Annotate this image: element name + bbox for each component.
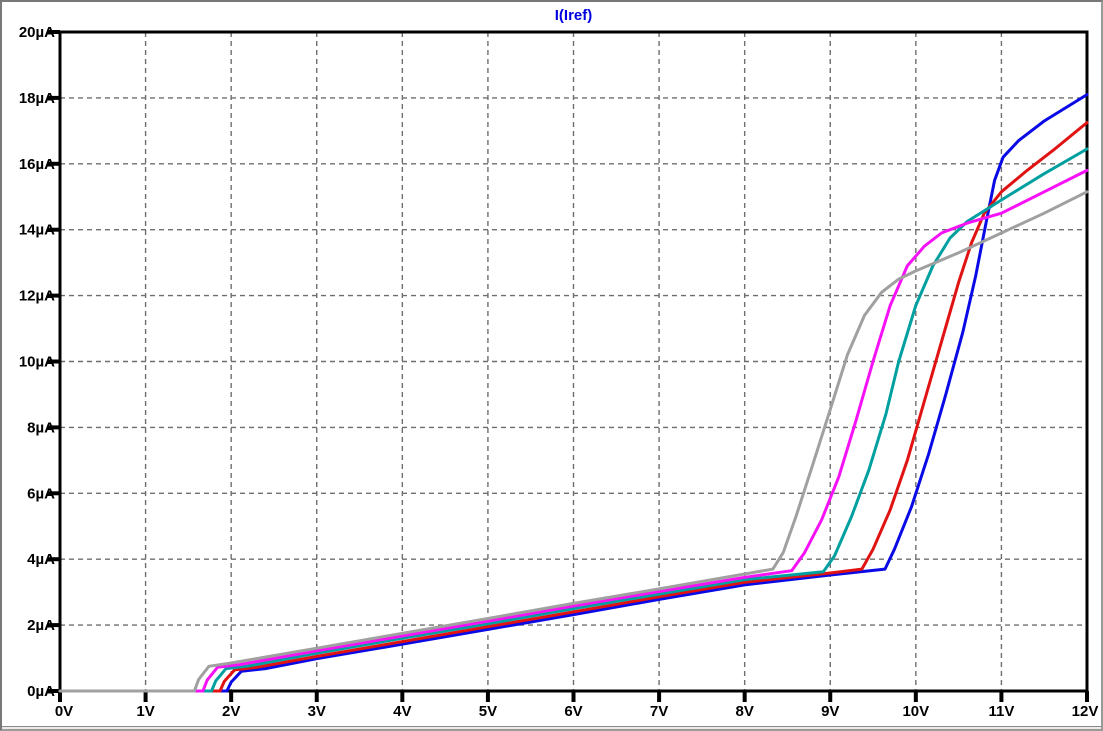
x-tick-label: 3V — [308, 703, 326, 720]
trace-cyan — [58, 147, 1089, 693]
y-tick-label: 14µA — [19, 222, 55, 239]
x-tick-label: 2V — [222, 703, 240, 720]
y-tick-label: 16µA — [19, 156, 55, 173]
trace-blue — [58, 93, 1089, 693]
x-tick-label: 9V — [821, 703, 839, 720]
x-tick-label: 6V — [564, 703, 582, 720]
y-tick-label: 0µA — [27, 683, 55, 700]
x-tick-label: 4V — [393, 703, 411, 720]
y-tick-label: 2µA — [27, 617, 55, 634]
y-tick-label: 8µA — [27, 419, 55, 436]
x-tick-label: 0V — [55, 703, 73, 720]
x-tick-label: 12V — [1072, 703, 1099, 720]
x-tick-label: 7V — [650, 703, 668, 720]
y-tick-label: 4µA — [27, 551, 55, 568]
y-tick-label: 12µA — [19, 288, 55, 305]
x-tick-label: 10V — [902, 703, 929, 720]
plot-title[interactable]: I(Iref) — [554, 7, 593, 24]
x-tick-label: 5V — [479, 703, 497, 720]
trace-red — [58, 121, 1089, 693]
x-tick-label: 11V — [988, 703, 1014, 720]
y-tick-label: 18µA — [19, 90, 55, 107]
y-tick-label: 10µA — [19, 354, 55, 371]
trace-gray — [58, 190, 1089, 693]
x-tick-label: 8V — [735, 703, 753, 720]
trace-magenta — [58, 168, 1089, 693]
window-bottom-edge — [2, 726, 1101, 729]
plot-title-bar: I(Iref) — [60, 2, 1087, 29]
y-tick-label: 20µA — [19, 24, 55, 41]
y-tick-label: 6µA — [27, 485, 55, 502]
x-tick-label: 1V — [136, 703, 154, 720]
